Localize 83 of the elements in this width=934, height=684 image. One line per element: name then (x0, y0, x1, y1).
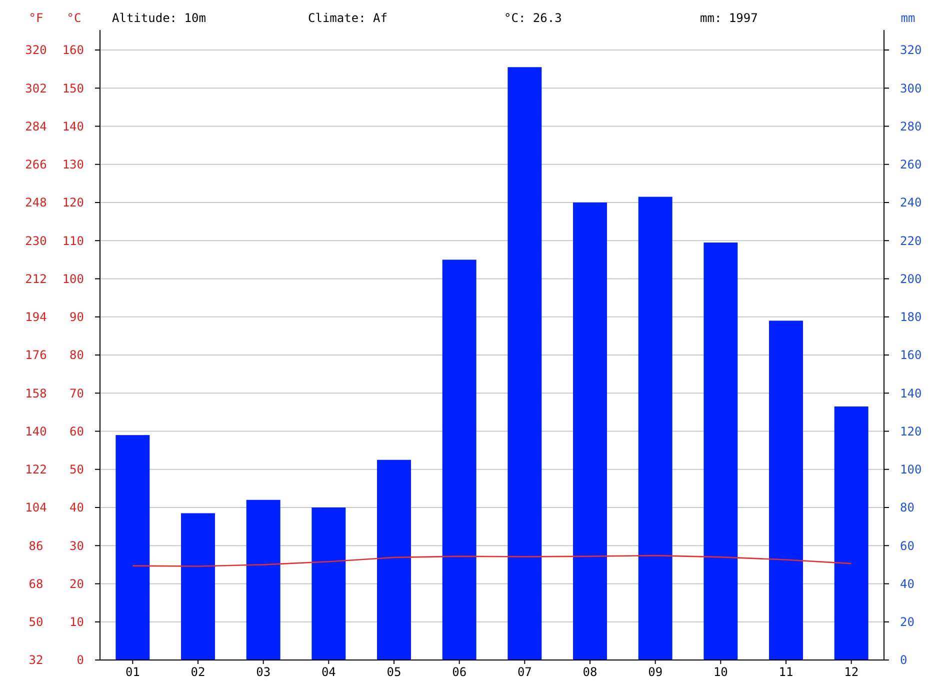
y2-tick-label: 20 (900, 615, 914, 630)
y-tick-label: 110 (62, 234, 84, 248)
y2-tick-label: 80 (900, 500, 914, 515)
x-tick-label: 02 (190, 665, 206, 679)
y-tick-label: 30 (70, 538, 84, 553)
y2-tick-label: 240 (900, 196, 922, 210)
bar (312, 508, 346, 660)
y3-tick-label: 176 (25, 348, 47, 362)
text: mm: 1997 (700, 11, 758, 25)
y-tick-label: 140 (62, 119, 84, 134)
y3-tick-label: 212 (25, 272, 47, 286)
y2-tick-label: 200 (900, 272, 922, 286)
bar (442, 260, 476, 660)
y-tick-label: 20 (70, 576, 84, 591)
y-tick-label: 150 (62, 81, 84, 96)
y3-axis-title: °F (28, 11, 44, 25)
y3-tick-label: 284 (25, 119, 47, 134)
bar (704, 242, 738, 660)
y2-tick-label: 100 (900, 462, 922, 477)
y3-tick-label: 140 (25, 424, 47, 438)
y-axis-title: °C (66, 11, 82, 25)
text: Altitude: 10m (112, 11, 206, 25)
y3-tick-label: 68 (28, 576, 44, 591)
text: Climate: Af (308, 11, 388, 25)
y2-tick-label: 260 (900, 158, 922, 172)
x-tick-label: 10 (713, 665, 728, 679)
y-tick-label: 60 (70, 424, 84, 438)
y-tick-label: 130 (62, 158, 84, 172)
y-tick-label: 0 (76, 653, 84, 668)
x-tick-label: 04 (321, 665, 336, 679)
y3-tick-label: 302 (25, 81, 47, 96)
y-tick-label: 80 (70, 348, 84, 362)
bar (116, 435, 150, 660)
y2-tick-label: 320 (900, 43, 922, 58)
y-tick-label: 90 (70, 310, 84, 324)
y3-tick-label: 248 (25, 196, 47, 210)
y-tick-label: 50 (70, 462, 84, 477)
x-tick-label: 12 (844, 665, 859, 679)
y2-tick-label: 140 (900, 386, 922, 400)
x-tick-label: 09 (648, 665, 663, 679)
bar (508, 67, 542, 660)
y-tick-label: 40 (70, 500, 84, 515)
bar (834, 406, 868, 660)
y3-tick-label: 194 (25, 310, 47, 324)
bar (638, 196, 672, 660)
y3-tick-label: 104 (25, 500, 47, 515)
y3-tick-label: 122 (25, 462, 47, 477)
y-tick-label: 70 (70, 386, 84, 400)
y2-tick-label: 160 (900, 348, 922, 362)
text: °C: 26.3 (504, 11, 562, 25)
x-tick-label: 01 (125, 665, 140, 679)
y2-tick-label: 40 (900, 576, 914, 591)
y2-axis-title: mm (900, 11, 916, 25)
y3-tick-label: 320 (25, 43, 47, 58)
y3-tick-label: 230 (25, 234, 47, 248)
x-tick-label: 07 (517, 665, 532, 679)
y3-tick-label: 32 (28, 653, 44, 668)
y2-tick-label: 0 (900, 653, 908, 668)
y2-tick-label: 220 (900, 234, 922, 248)
y2-tick-label: 180 (900, 310, 922, 324)
y3-tick-label: 86 (28, 538, 44, 553)
y2-tick-label: 300 (900, 81, 922, 96)
y2-tick-label: 120 (900, 424, 922, 438)
y-tick-label: 120 (62, 196, 84, 210)
bar (181, 513, 215, 660)
x-tick-label: 11 (778, 665, 794, 679)
y-tick-label: 160 (62, 43, 84, 58)
y-tick-label: 100 (62, 272, 84, 286)
x-tick-label: 03 (256, 665, 271, 679)
bar (573, 202, 607, 660)
bar (377, 460, 411, 660)
x-tick-label: 06 (452, 665, 467, 679)
x-tick-label: 05 (386, 665, 402, 679)
bar (246, 500, 280, 660)
y2-tick-label: 280 (900, 119, 922, 134)
y3-tick-label: 266 (25, 158, 47, 172)
y3-tick-label: 158 (25, 386, 47, 400)
x-tick-label: 08 (582, 665, 598, 679)
y2-tick-label: 60 (900, 538, 914, 553)
line-series (132, 554, 852, 567)
y-tick-label: 10 (70, 615, 84, 630)
y3-tick-label: 50 (28, 615, 44, 630)
bar (769, 320, 803, 660)
